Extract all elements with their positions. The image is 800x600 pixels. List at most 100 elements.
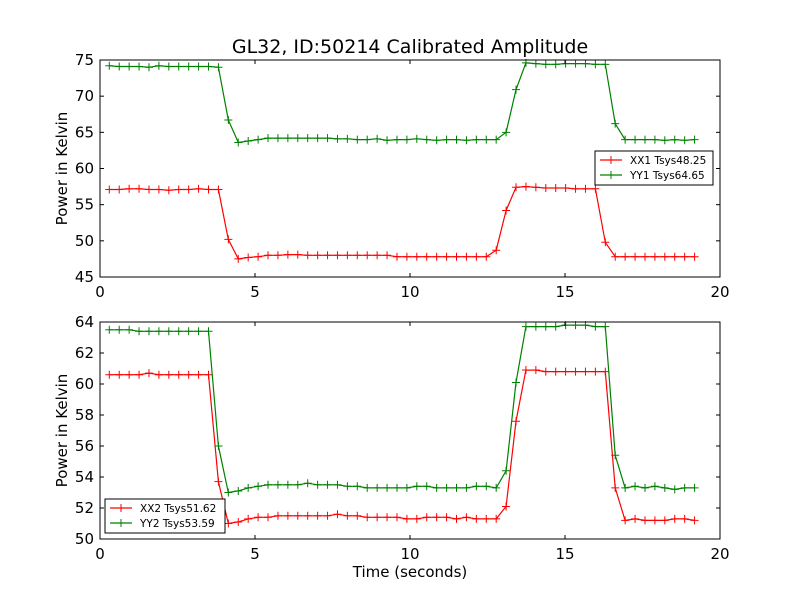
data-point	[343, 511, 352, 520]
data-point	[621, 135, 630, 144]
data-point	[531, 59, 540, 68]
legend-marker	[117, 504, 125, 512]
data-point	[482, 514, 491, 523]
data-point	[521, 366, 530, 375]
data-point	[541, 322, 550, 331]
x-tick-label: 5	[250, 545, 260, 563]
data-point	[224, 488, 233, 497]
y-tick-label: 75	[75, 51, 94, 69]
data-point	[512, 378, 521, 387]
data-point	[363, 135, 372, 144]
data-point	[174, 62, 183, 71]
data-point	[144, 369, 153, 378]
data-point	[621, 483, 630, 492]
data-point	[194, 184, 203, 193]
data-point	[144, 185, 153, 194]
data-point	[154, 327, 163, 336]
data-point	[174, 327, 183, 336]
data-point	[482, 482, 491, 491]
data-point	[422, 252, 431, 261]
legend-box	[594, 150, 714, 186]
data-point	[551, 322, 560, 331]
legend-marker	[117, 519, 125, 527]
data-point	[204, 185, 213, 194]
data-point	[660, 516, 669, 525]
data-point	[254, 252, 263, 261]
data-point	[631, 252, 640, 261]
data-point	[105, 325, 114, 334]
data-point	[670, 135, 679, 144]
x-tick-label: 20	[710, 545, 729, 563]
data-point	[690, 516, 699, 525]
data-point	[402, 483, 411, 492]
data-point	[353, 511, 362, 520]
data-point	[571, 59, 580, 68]
legend-label: YY1 Tsys64.65	[629, 170, 705, 182]
y-tick-label: 62	[75, 344, 94, 362]
x-tick-label: 10	[400, 283, 419, 301]
x-tick-label: 15	[555, 545, 574, 563]
data-point	[283, 134, 292, 143]
legend-marker	[607, 171, 615, 179]
data-point	[611, 451, 620, 460]
data-point	[125, 62, 134, 71]
data-point	[214, 477, 223, 486]
data-point	[432, 136, 441, 145]
data-point	[343, 251, 352, 260]
data-point	[303, 511, 312, 520]
data-point	[512, 417, 521, 426]
data-point	[323, 134, 332, 143]
data-point	[293, 511, 302, 520]
data-point	[194, 370, 203, 379]
data-point	[105, 370, 114, 379]
data-point	[353, 251, 362, 260]
data-point	[660, 136, 669, 145]
data-point	[621, 516, 630, 525]
data-point	[452, 514, 461, 523]
data-point	[244, 253, 253, 262]
data-point	[125, 325, 134, 334]
data-point	[363, 513, 372, 522]
data-point	[164, 327, 173, 336]
data-point	[164, 370, 173, 379]
data-point	[462, 513, 471, 522]
data-point	[353, 135, 362, 144]
data-point	[432, 252, 441, 261]
data-point	[313, 511, 322, 520]
data-point	[512, 183, 521, 192]
data-point	[640, 252, 649, 261]
y-tick-label: 70	[75, 87, 94, 105]
data-point	[531, 366, 540, 375]
data-point	[452, 483, 461, 492]
data-point	[472, 252, 481, 261]
data-point	[601, 367, 610, 376]
data-point	[422, 482, 431, 491]
data-point	[323, 480, 332, 489]
data-point	[631, 135, 640, 144]
data-point	[680, 483, 689, 492]
data-point	[442, 252, 451, 261]
x-tick-label: 15	[555, 283, 574, 301]
data-point	[561, 367, 570, 376]
data-point	[432, 483, 441, 492]
data-point	[204, 327, 213, 336]
data-point	[422, 513, 431, 522]
data-point	[581, 59, 590, 68]
data-point	[472, 514, 481, 523]
data-point	[392, 483, 401, 492]
data-point	[105, 61, 114, 70]
data-point	[601, 60, 610, 69]
legend-box	[104, 498, 226, 534]
data-point	[670, 485, 679, 494]
data-point	[164, 186, 173, 195]
data-point	[115, 185, 124, 194]
legend-label: YY2 Tsys53.59	[139, 518, 215, 530]
y-tick-label: 60	[75, 160, 94, 178]
data-point	[343, 134, 352, 143]
data-point	[551, 184, 560, 193]
data-point	[502, 206, 511, 215]
data-point	[144, 63, 153, 72]
data-point	[283, 511, 292, 520]
data-point	[492, 135, 501, 144]
data-point	[264, 480, 273, 489]
